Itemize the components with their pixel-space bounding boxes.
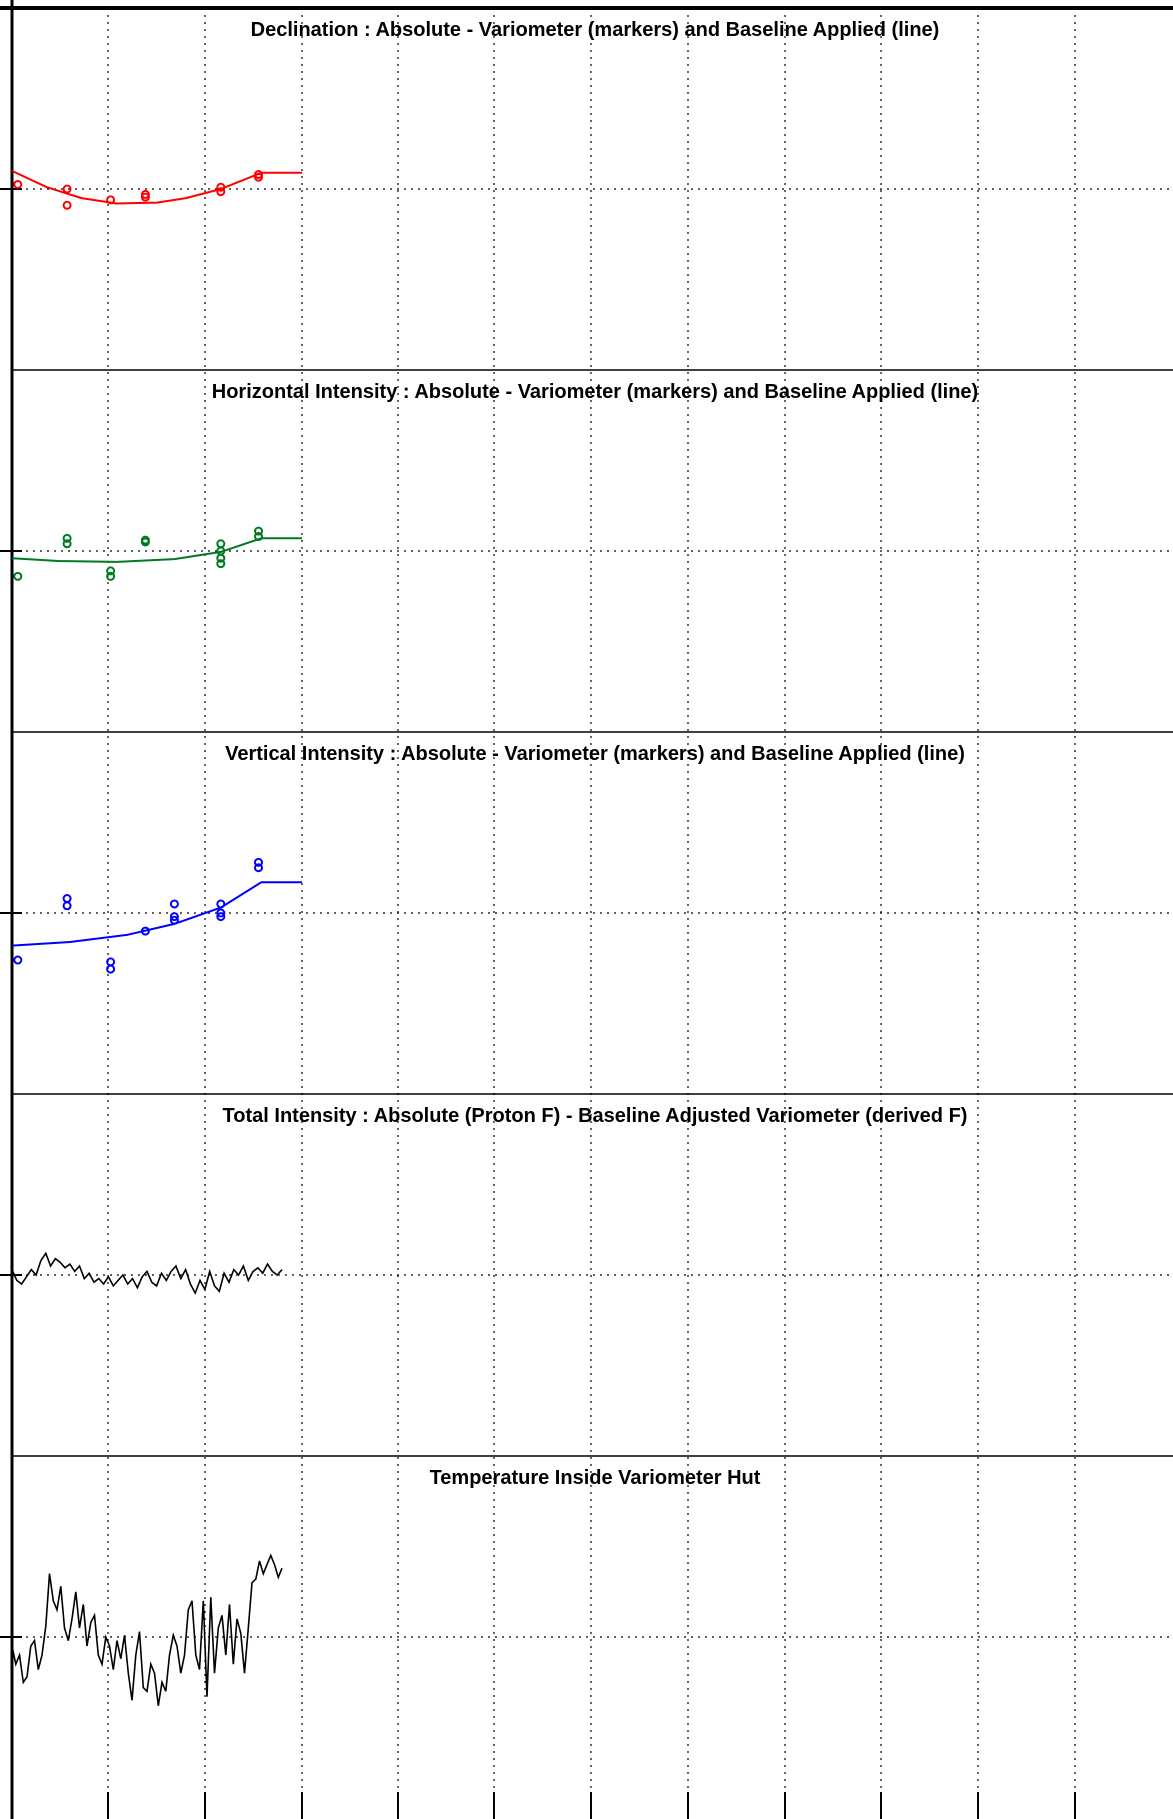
data-marker xyxy=(62,894,72,904)
series-trace xyxy=(11,1553,283,1706)
data-marker xyxy=(254,857,263,867)
data-marker xyxy=(13,179,23,189)
data-marker xyxy=(13,955,23,965)
panel-title: Temperature Inside Variometer Hut xyxy=(430,1467,761,1489)
data-marker xyxy=(216,182,226,192)
data-marker xyxy=(62,901,72,911)
data-marker xyxy=(106,964,116,974)
data-marker xyxy=(140,535,150,545)
data-marker xyxy=(216,539,226,549)
data-marker xyxy=(254,863,263,873)
data-marker xyxy=(62,539,72,549)
panel-title: Declination : Absolute - Variometer (mar… xyxy=(251,19,940,41)
data-marker xyxy=(216,899,226,909)
data-marker xyxy=(216,912,226,922)
panel-title: Horizontal Intensity : Absolute - Variom… xyxy=(212,381,978,403)
data-marker xyxy=(169,912,179,922)
data-marker xyxy=(106,566,116,576)
data-marker xyxy=(62,533,72,543)
data-marker xyxy=(216,187,226,197)
panel-title: Total Intensity : Absolute (Proton F) - … xyxy=(223,1105,968,1127)
data-marker xyxy=(140,189,150,199)
baseline-line xyxy=(11,881,302,947)
data-marker xyxy=(62,184,72,194)
data-marker xyxy=(140,926,150,936)
data-marker xyxy=(13,571,23,581)
data-marker xyxy=(62,200,72,210)
data-marker xyxy=(106,571,116,581)
baseline-line xyxy=(11,537,302,563)
data-marker xyxy=(169,915,179,925)
panel-title: Vertical Intensity : Absolute - Variomet… xyxy=(225,743,965,765)
data-marker xyxy=(216,908,226,918)
data-marker xyxy=(216,559,226,569)
series-trace xyxy=(11,1251,283,1296)
baseline-line xyxy=(11,169,302,205)
data-marker xyxy=(169,899,179,909)
data-marker xyxy=(106,195,116,205)
data-marker xyxy=(254,526,263,536)
data-marker xyxy=(254,532,263,542)
data-marker xyxy=(254,170,263,180)
